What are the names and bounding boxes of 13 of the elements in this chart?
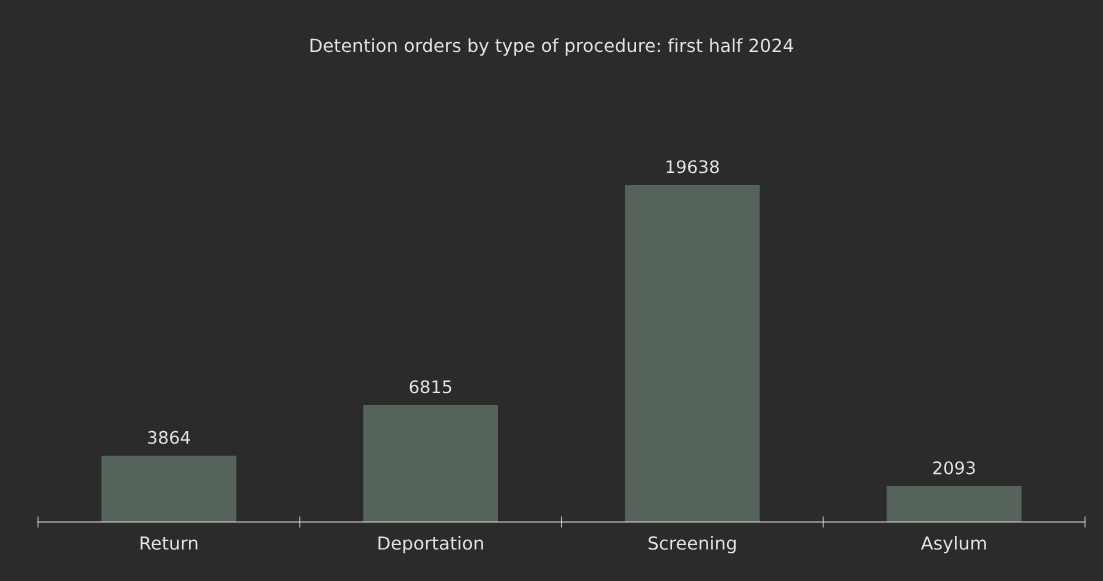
chart-title: Detention orders by type of procedure: first half 2024 xyxy=(310,38,794,56)
data-label: 6815 xyxy=(409,380,452,394)
data-label: 2093 xyxy=(933,461,975,475)
bar xyxy=(101,455,237,522)
bar xyxy=(886,486,1022,522)
bar xyxy=(363,405,499,522)
x-tick-label: Return xyxy=(140,536,198,550)
data-label: 3864 xyxy=(148,430,190,444)
bar xyxy=(624,185,760,522)
x-tick-label: Asylum xyxy=(921,535,986,554)
x-tick-label: Deportation xyxy=(378,535,483,554)
x-tick-label: Screening xyxy=(648,535,736,554)
data-label: 19638 xyxy=(666,160,719,174)
